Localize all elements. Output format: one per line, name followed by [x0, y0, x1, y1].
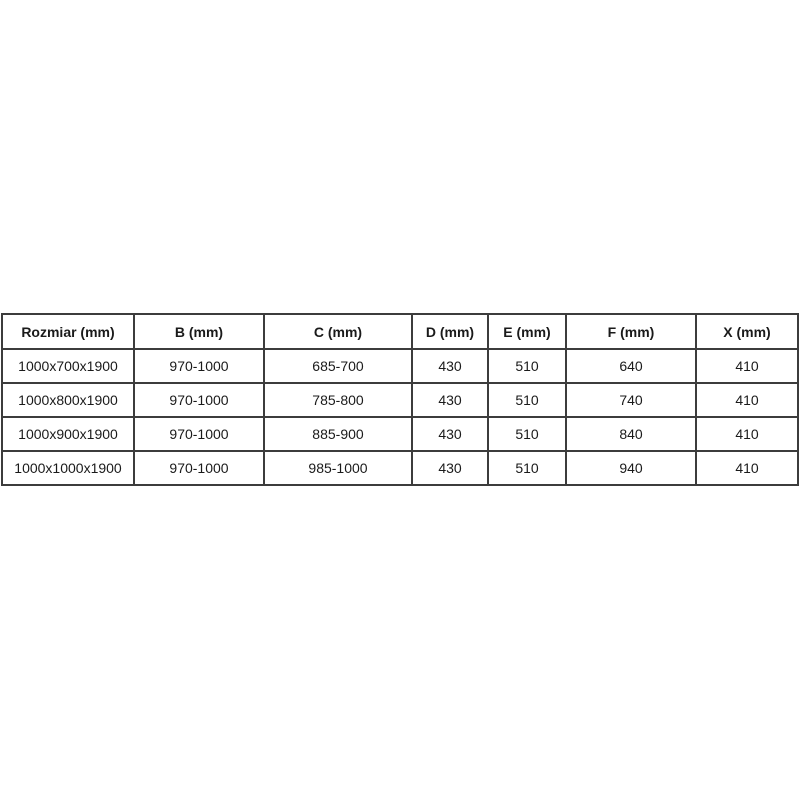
table-cell: 1000x1000x1900 — [1, 450, 135, 486]
table-cell: 410 — [695, 450, 799, 486]
dimensions-table-container: Rozmiar (mm) B (mm) C (mm) D (mm) E (mm)… — [1, 313, 799, 486]
table-cell: 740 — [565, 382, 697, 418]
dimensions-table: Rozmiar (mm) B (mm) C (mm) D (mm) E (mm)… — [1, 313, 799, 486]
table-cell: 985-1000 — [263, 450, 413, 486]
table-cell: 510 — [487, 416, 567, 452]
column-header-e: E (mm) — [487, 313, 567, 350]
table-cell: 510 — [487, 450, 567, 486]
table-row: 1000x700x1900 970-1000 685-700 430 510 6… — [1, 348, 799, 384]
table-cell: 410 — [695, 416, 799, 452]
table-cell: 430 — [411, 348, 489, 384]
table-cell: 685-700 — [263, 348, 413, 384]
table-cell: 510 — [487, 348, 567, 384]
table-row: 1000x1000x1900 970-1000 985-1000 430 510… — [1, 450, 799, 486]
table-cell: 430 — [411, 382, 489, 418]
table-cell: 785-800 — [263, 382, 413, 418]
table-row: 1000x800x1900 970-1000 785-800 430 510 7… — [1, 382, 799, 418]
column-header-b: B (mm) — [133, 313, 265, 350]
table-row: 1000x900x1900 970-1000 885-900 430 510 8… — [1, 416, 799, 452]
table-cell: 885-900 — [263, 416, 413, 452]
table-cell: 1000x700x1900 — [1, 348, 135, 384]
column-header-c: C (mm) — [263, 313, 413, 350]
table-cell: 430 — [411, 416, 489, 452]
column-header-d: D (mm) — [411, 313, 489, 350]
column-header-x: X (mm) — [695, 313, 799, 350]
column-header-rozmiar: Rozmiar (mm) — [1, 313, 135, 350]
table-cell: 970-1000 — [133, 450, 265, 486]
table-cell: 970-1000 — [133, 348, 265, 384]
table-cell: 970-1000 — [133, 416, 265, 452]
table-cell: 510 — [487, 382, 567, 418]
table-cell: 840 — [565, 416, 697, 452]
table-cell: 940 — [565, 450, 697, 486]
table-cell: 410 — [695, 348, 799, 384]
table-cell: 430 — [411, 450, 489, 486]
header-row: Rozmiar (mm) B (mm) C (mm) D (mm) E (mm)… — [1, 313, 799, 350]
table-cell: 640 — [565, 348, 697, 384]
column-header-f: F (mm) — [565, 313, 697, 350]
table-cell: 1000x800x1900 — [1, 382, 135, 418]
table-cell: 1000x900x1900 — [1, 416, 135, 452]
table-cell: 410 — [695, 382, 799, 418]
table-cell: 970-1000 — [133, 382, 265, 418]
